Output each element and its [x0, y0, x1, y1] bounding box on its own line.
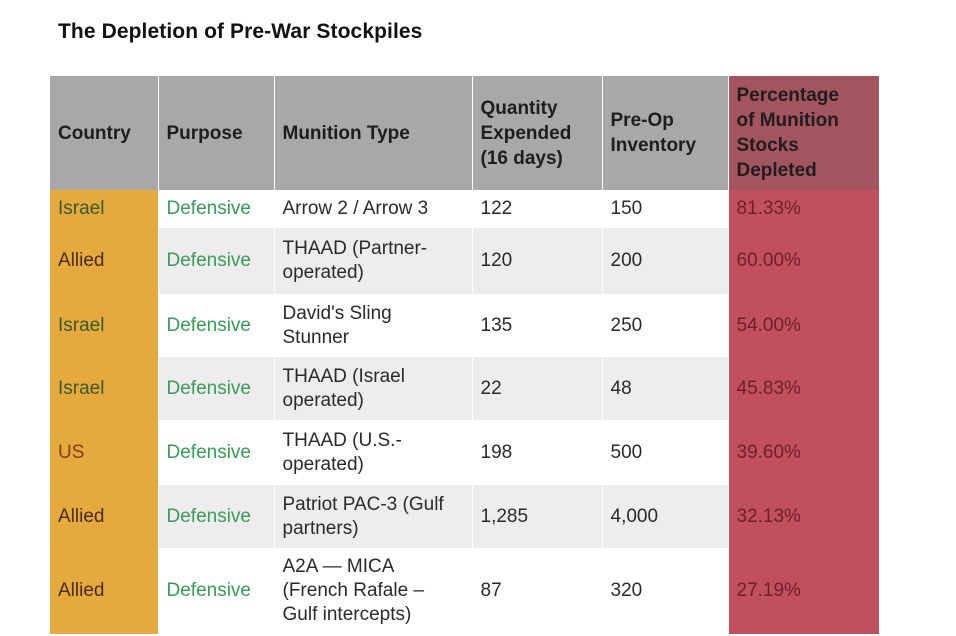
munition-cell: THAAD (U.S.- operated) — [274, 420, 473, 485]
munition-line: Arrow 2 / Arrow 3 — [282, 198, 429, 219]
country-cell: Allied — [50, 548, 159, 634]
munition-line: operated) — [282, 262, 364, 283]
quantity-cell: 87 — [472, 548, 603, 634]
quantity-cell: 135 — [472, 294, 603, 357]
munition-line: operated) — [282, 453, 364, 475]
purpose-cell: Defensive — [158, 228, 275, 294]
table-row: Allied Defensive THAAD (Partner- operate… — [50, 228, 880, 294]
header-inventory-line: Pre-Op — [610, 110, 674, 131]
purpose-cell: Defensive — [158, 420, 275, 485]
country-cell: Allied — [50, 228, 159, 294]
table-row: Israel Defensive Arrow 2 / Arrow 3 122 1… — [50, 190, 880, 228]
country-cell: Israel — [50, 190, 159, 228]
percentage-cell: 27.19% — [728, 548, 880, 634]
munition-cell: THAAD (Israel operated) — [274, 357, 473, 420]
table-row: Allied Defensive A2A — MICA (French Rafa… — [50, 548, 880, 634]
header-munition-type: Munition Type — [274, 76, 473, 190]
munition-line: Patriot PAC-3 (Gulf — [282, 493, 444, 515]
munition-line: A2A — MICA — [282, 556, 395, 577]
percentage-cell: 39.60% — [728, 420, 880, 485]
quantity-cell: 1,285 — [472, 485, 603, 548]
munition-cell: David's Sling Stunner — [274, 294, 473, 357]
header-quantity-expended: Quantity Expended (16 days) — [472, 76, 603, 190]
munition-line: THAAD (Partner- — [282, 238, 428, 259]
munition-cell: A2A — MICA (French Rafale – Gulf interce… — [274, 548, 473, 634]
percentage-cell: 45.83% — [728, 357, 880, 420]
table-row: Israel Defensive THAAD (Israel operated)… — [50, 357, 880, 420]
purpose-cell: Defensive — [158, 485, 275, 548]
munition-line: Stunner — [282, 326, 350, 348]
inventory-cell: 500 — [602, 420, 729, 485]
inventory-cell: 150 — [602, 190, 729, 228]
country-cell: Israel — [50, 357, 159, 420]
munition-cell: THAAD (Partner- operated) — [274, 228, 473, 294]
percentage-cell: 60.00% — [728, 228, 880, 294]
purpose-cell: Defensive — [158, 294, 275, 357]
header-pct-line: Stocks — [736, 135, 799, 156]
table-title: The Depletion of Pre-War Stockpiles — [58, 20, 423, 43]
country-cell: US — [50, 420, 159, 485]
munition-line: THAAD (Israel — [282, 365, 405, 387]
quantity-cell: 22 — [472, 357, 603, 420]
munition-line: Gulf intercepts) — [282, 604, 412, 625]
munition-line: operated) — [282, 389, 364, 411]
header-quantity-line: (16 days) — [480, 147, 563, 169]
munition-line: THAAD (U.S.- — [282, 429, 402, 451]
header-quantity-line: Quantity — [480, 97, 558, 119]
header-pct-line: Depleted — [736, 160, 817, 181]
munition-line: David's Sling — [282, 302, 392, 324]
stockpile-table: Country Purpose Munition Type Quantity E… — [50, 76, 880, 634]
purpose-cell: Defensive — [158, 357, 275, 420]
inventory-cell: 48 — [602, 357, 729, 420]
header-quantity-line: Expended — [480, 122, 572, 144]
header-country: Country — [50, 76, 159, 190]
country-cell: Israel — [50, 294, 159, 357]
quantity-cell: 198 — [472, 420, 603, 485]
header-pre-op-inventory: Pre-Op Inventory — [602, 76, 729, 190]
header-inventory-line: Inventory — [610, 135, 697, 156]
table-row: US Defensive THAAD (U.S.- operated) 198 … — [50, 420, 880, 485]
quantity-cell: 120 — [472, 228, 603, 294]
purpose-cell: Defensive — [158, 190, 275, 228]
inventory-cell: 200 — [602, 228, 729, 294]
header-percentage-depleted: Percentage of Munition Stocks Depleted — [728, 76, 880, 190]
inventory-cell: 320 — [602, 548, 729, 634]
table-row: Israel Defensive David's Sling Stunner 1… — [50, 294, 880, 357]
table-row: Allied Defensive Patriot PAC-3 (Gulf par… — [50, 485, 880, 548]
percentage-cell: 54.00% — [728, 294, 880, 357]
country-cell: Allied — [50, 485, 159, 548]
header-row: Country Purpose Munition Type Quantity E… — [50, 76, 880, 190]
munition-cell: Patriot PAC-3 (Gulf partners) — [274, 485, 473, 548]
percentage-cell: 32.13% — [728, 485, 880, 548]
header-pct-line: of Munition — [736, 110, 839, 131]
inventory-cell: 250 — [602, 294, 729, 357]
percentage-cell: 81.33% — [728, 190, 880, 228]
header-pct-line: Percentage — [736, 85, 839, 106]
quantity-cell: 122 — [472, 190, 603, 228]
munition-line: partners) — [282, 517, 359, 539]
purpose-cell: Defensive — [158, 548, 275, 634]
munition-line: (French Rafale – — [282, 580, 425, 601]
munition-cell: Arrow 2 / Arrow 3 — [274, 190, 473, 228]
header-purpose: Purpose — [158, 76, 275, 190]
inventory-cell: 4,000 — [602, 485, 729, 548]
